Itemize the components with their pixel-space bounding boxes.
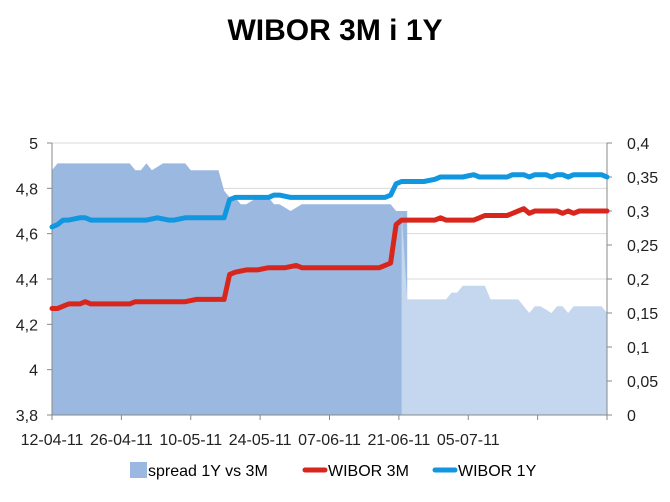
legend-label: WIBOR 3M bbox=[328, 463, 409, 480]
y-right-tick-label: 0,1 bbox=[627, 340, 649, 357]
x-tick-label: 26-04-11 bbox=[90, 432, 153, 449]
legend-label: spread 1Y vs 3M bbox=[148, 463, 268, 480]
x-tick-label: 05-07-11 bbox=[437, 432, 500, 449]
legend-item: WIBOR 3M bbox=[302, 463, 409, 480]
legend-item: spread 1Y vs 3M bbox=[130, 462, 268, 480]
y-right-tick-label: 0,35 bbox=[627, 170, 658, 187]
area-series-group bbox=[52, 163, 607, 415]
chart-title: WIBOR 3M i 1Y bbox=[227, 14, 443, 47]
line-series-2 bbox=[49, 206, 610, 311]
x-tick-label: 12-04-11 bbox=[21, 432, 84, 449]
x-tick-label: 10-05-11 bbox=[159, 432, 222, 449]
area-series-0 bbox=[52, 163, 408, 415]
y-right-tick-label: 0,2 bbox=[627, 272, 649, 289]
x-tick-label: 07-06-11 bbox=[298, 432, 361, 449]
legend-item: WIBOR 1Y bbox=[432, 463, 537, 480]
y-right-tick-label: 0,4 bbox=[627, 136, 649, 153]
x-tick-label: 21-06-11 bbox=[367, 432, 430, 449]
y-right-tick-labels: 0 0,05 0,1 0,15 0,2 0,25 0,3 0,35 0,4 bbox=[627, 136, 658, 425]
y-right-tick-label: 0,25 bbox=[627, 238, 658, 255]
line-series-group bbox=[49, 172, 610, 311]
y-right-tick-label: 0 bbox=[627, 408, 636, 425]
y-left-tick-label: 4 bbox=[29, 363, 38, 380]
line-series-3 bbox=[49, 172, 610, 230]
legend-label: WIBOR 1Y bbox=[458, 463, 537, 480]
y-left-tick-label: 4,6 bbox=[16, 227, 38, 244]
y-left-tick-label: 4,4 bbox=[16, 272, 38, 289]
legend-swatch bbox=[130, 462, 147, 478]
y-left-tick-label: 4,2 bbox=[16, 317, 38, 334]
y-left-tick-label: 4,8 bbox=[16, 181, 38, 198]
y-left-tick-label: 5 bbox=[29, 136, 38, 153]
area-series-1 bbox=[401, 211, 607, 415]
y-left-tick-label: 3,8 bbox=[16, 408, 38, 425]
x-tick-label: 24-05-11 bbox=[229, 432, 292, 449]
axes bbox=[47, 142, 612, 420]
y-left-tick-labels: 3,8 4 4,2 4,4 4,6 4,8 5 bbox=[16, 136, 38, 425]
x-tick-labels: 12-04-11 26-04-11 10-05-11 24-05-11 07-06-11… bbox=[21, 432, 500, 449]
legend: spread 1Y vs 3M WIBOR 3M WIBOR 1Y bbox=[130, 462, 537, 480]
y-right-tick-label: 0,15 bbox=[627, 306, 658, 323]
y-right-tick-label: 0,05 bbox=[627, 374, 658, 391]
y-right-tick-label: 0,3 bbox=[627, 204, 649, 221]
